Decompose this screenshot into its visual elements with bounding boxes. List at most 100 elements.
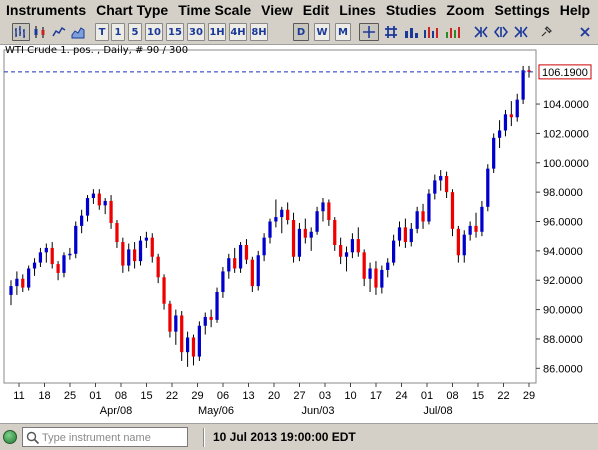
- candle-body: [80, 215, 84, 226]
- candle-body: [268, 221, 272, 238]
- candle-body: [439, 175, 443, 181]
- instrument-search-input[interactable]: [42, 430, 184, 445]
- bar-volume-icon[interactable]: [403, 23, 421, 41]
- menu-zoom[interactable]: Zoom: [446, 1, 485, 18]
- bar-chart-icon[interactable]: [12, 23, 30, 41]
- timeframe-30-button[interactable]: 30: [187, 23, 205, 41]
- candle-body: [162, 277, 166, 304]
- menu-chart-type[interactable]: Chart Type: [96, 1, 169, 18]
- menu-time-scale[interactable]: Time Scale: [178, 1, 252, 18]
- candle-body: [409, 228, 413, 243]
- candle-body: [350, 239, 355, 253]
- price-chart-svg[interactable]: 104.0000 102.0000 100.0000 98.0000 96.0000 94…: [0, 45, 598, 423]
- chart-header-text: WTI Crude 1. pos. , Daily, # 90 / 300: [5, 45, 189, 56]
- search-icon: [26, 431, 40, 445]
- x-tick-label: 24: [395, 390, 407, 402]
- x-tick-label: 25: [64, 390, 76, 402]
- timeframe-1-button[interactable]: 1: [111, 23, 125, 41]
- candle-body: [15, 278, 19, 287]
- crosshair-icon[interactable]: [359, 23, 379, 41]
- line-chart-icon[interactable]: [50, 23, 68, 41]
- candle-body: [127, 249, 131, 266]
- candle-body: [185, 337, 190, 353]
- timeframe-15-button[interactable]: 15: [166, 23, 184, 41]
- candlestick-icon[interactable]: [31, 23, 49, 41]
- candle-body: [50, 247, 54, 265]
- period-bars-icon[interactable]: [422, 23, 442, 41]
- timeframe-t-button[interactable]: T: [95, 23, 109, 41]
- timeframe-m-button[interactable]: M: [335, 23, 351, 41]
- candle-body: [362, 252, 366, 279]
- menu-bar: Instruments Chart Type Time Scale View E…: [0, 0, 598, 19]
- month-label: May/06: [198, 405, 234, 417]
- pin-icon[interactable]: [538, 23, 554, 41]
- plot-frame: [3, 49, 537, 384]
- x-tick-label: 15: [140, 390, 152, 402]
- candle-body: [397, 227, 402, 241]
- x-tick-label: 03: [319, 390, 331, 402]
- candle-body: [456, 228, 460, 256]
- candle-body: [344, 252, 349, 257]
- candle-body: [180, 315, 184, 353]
- candle-body: [274, 217, 278, 222]
- candle-body: [233, 258, 237, 269]
- menu-settings[interactable]: Settings: [494, 1, 550, 18]
- menu-view[interactable]: View: [261, 1, 293, 18]
- candle-body: [474, 225, 478, 232]
- x-tick-label: 10: [344, 390, 356, 402]
- close-tool-icon[interactable]: [578, 23, 592, 41]
- candle-body: [521, 70, 525, 100]
- globe-icon[interactable]: [3, 430, 17, 444]
- status-datetime: 10 Jul 2013 19:00:00 EDT: [213, 430, 356, 444]
- menu-edit[interactable]: Edit: [302, 1, 330, 18]
- trend-in-icon[interactable]: [472, 23, 490, 41]
- y-tick-label: 98.0000: [543, 187, 583, 199]
- candle-body: [291, 220, 296, 257]
- instrument-search-box[interactable]: [22, 427, 188, 447]
- candle-body: [221, 271, 225, 292]
- y-tick-label: 92.0000: [543, 275, 583, 287]
- timeframe-8h-button[interactable]: 8H: [250, 23, 268, 41]
- menu-instruments[interactable]: Instruments: [6, 1, 87, 18]
- candle-body: [56, 264, 60, 273]
- candle-body: [415, 211, 419, 229]
- fib-icon[interactable]: [512, 23, 530, 41]
- candle-body: [262, 237, 266, 256]
- x-tick-label: 22: [497, 390, 509, 402]
- timeframe-10-button[interactable]: 10: [145, 23, 163, 41]
- timeframe-w-button[interactable]: W: [314, 23, 330, 41]
- menu-lines[interactable]: Lines: [339, 1, 376, 18]
- candle-body: [174, 315, 178, 332]
- candle-body: [309, 231, 313, 238]
- timeframe-5-button[interactable]: 5: [128, 23, 142, 41]
- toolbar: T 1 5 10 15 30 1H 4H 8H D W M: [0, 19, 598, 45]
- timeframe-d-button[interactable]: D: [293, 23, 309, 41]
- timeframe-4h-button[interactable]: 4H: [229, 23, 247, 41]
- candle-body: [480, 206, 484, 232]
- chart-panel[interactable]: 104.0000 102.0000 100.0000 98.0000 96.0000 94…: [0, 45, 598, 423]
- current-price-box: [538, 64, 592, 80]
- candle-body: [250, 259, 254, 287]
- x-tick-label: 08: [446, 390, 458, 402]
- candle-body: [303, 228, 307, 238]
- candle-body: [492, 137, 496, 169]
- candle-body: [115, 222, 119, 243]
- menu-studies[interactable]: Studies: [385, 1, 437, 18]
- studies-bars-icon[interactable]: [444, 23, 464, 41]
- month-label: Jun/03: [301, 405, 334, 417]
- y-tick-label: 90.0000: [543, 305, 583, 317]
- trend-out-icon[interactable]: [492, 23, 510, 41]
- area-chart-icon[interactable]: [69, 23, 87, 41]
- y-tick-label: 86.0000: [543, 363, 583, 375]
- grid-icon[interactable]: [382, 23, 400, 41]
- candle-body: [227, 258, 231, 272]
- candle-body: [191, 337, 196, 357]
- candle-body: [209, 316, 213, 320]
- x-tick-label: 06: [217, 390, 229, 402]
- x-tick-label: 22: [166, 390, 178, 402]
- candle-body: [333, 220, 337, 245]
- timeframe-1h-button[interactable]: 1H: [208, 23, 226, 41]
- y-tick-label: 88.0000: [543, 334, 583, 346]
- candle-body: [286, 209, 290, 221]
- menu-help[interactable]: Help: [559, 1, 591, 18]
